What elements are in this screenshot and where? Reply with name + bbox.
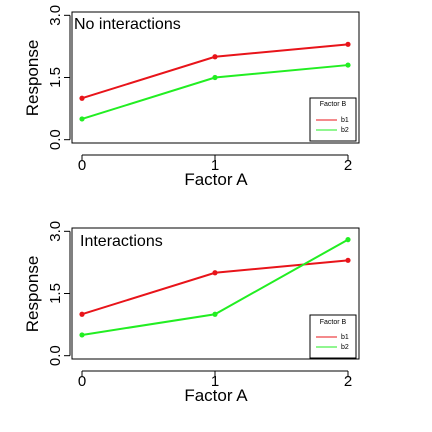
panel-no-interactions: No interactions Factor A Response 0 1 2 0.0…	[23, 5, 360, 189]
panel-title: Interactions	[80, 233, 163, 250]
x-tick-label: 2	[344, 157, 352, 174]
y-axis-label: Response	[23, 256, 42, 333]
x-tick-label: 0	[78, 373, 86, 390]
y-axis-label: Response	[23, 40, 42, 117]
y-tick-label: 0.0	[47, 129, 64, 150]
x-axis-label: Factor A	[184, 170, 248, 189]
legend-label-b2: b2	[341, 127, 349, 134]
panel-interactions: Interactions Factor A Response 0 1 2 0.0 1.5…	[23, 221, 360, 405]
y-tick-label: 0.0	[47, 345, 64, 366]
data-point-b2	[345, 62, 351, 68]
legend-label-b1: b1	[341, 334, 349, 341]
x-tick-label: 0	[78, 157, 86, 174]
legend-label-b1: b1	[341, 117, 349, 124]
x-tick-label: 1	[211, 157, 219, 174]
data-point-b2	[345, 237, 351, 243]
panel-title: No interactions	[74, 16, 181, 33]
data-point-b1	[212, 54, 218, 60]
y-tick-label: 3.0	[47, 221, 64, 242]
data-point-b1	[79, 311, 85, 317]
series-line-b2	[81, 238, 349, 336]
plot-frame	[71, 227, 360, 360]
data-point-b2	[212, 311, 218, 317]
series-line-b1	[81, 43, 349, 100]
data-point-b2	[212, 74, 218, 81]
legend-title: Factor B	[320, 319, 347, 326]
y-tick-label: 3.0	[47, 5, 64, 26]
chart-marks: 0 1 2 0.0 1.5 3.0	[47, 221, 352, 390]
series-line-b1	[81, 259, 349, 316]
data-point-b1	[79, 95, 85, 101]
data-point-b1	[345, 257, 351, 263]
legend: Factor B b1 b2	[309, 314, 357, 359]
y-tick-label: 1.5	[47, 67, 64, 88]
x-axis-label: Factor A	[184, 386, 248, 405]
plot-frame	[71, 11, 360, 144]
legend-title: Factor B	[320, 101, 347, 108]
series-line-b2	[81, 64, 349, 120]
x-tick-label: 1	[211, 373, 219, 390]
data-point-b2	[79, 116, 85, 122]
x-tick-label: 2	[344, 373, 352, 390]
data-point-b2	[79, 332, 85, 338]
data-point-b1	[212, 270, 218, 276]
legend: Factor B b1 b2	[309, 97, 357, 142]
data-point-b1	[345, 41, 351, 47]
chart-marks: 0 1 2 0.0 1.5 3.0	[47, 5, 352, 174]
y-tick-label: 1.5	[47, 283, 64, 304]
legend-label-b2: b2	[341, 344, 349, 351]
